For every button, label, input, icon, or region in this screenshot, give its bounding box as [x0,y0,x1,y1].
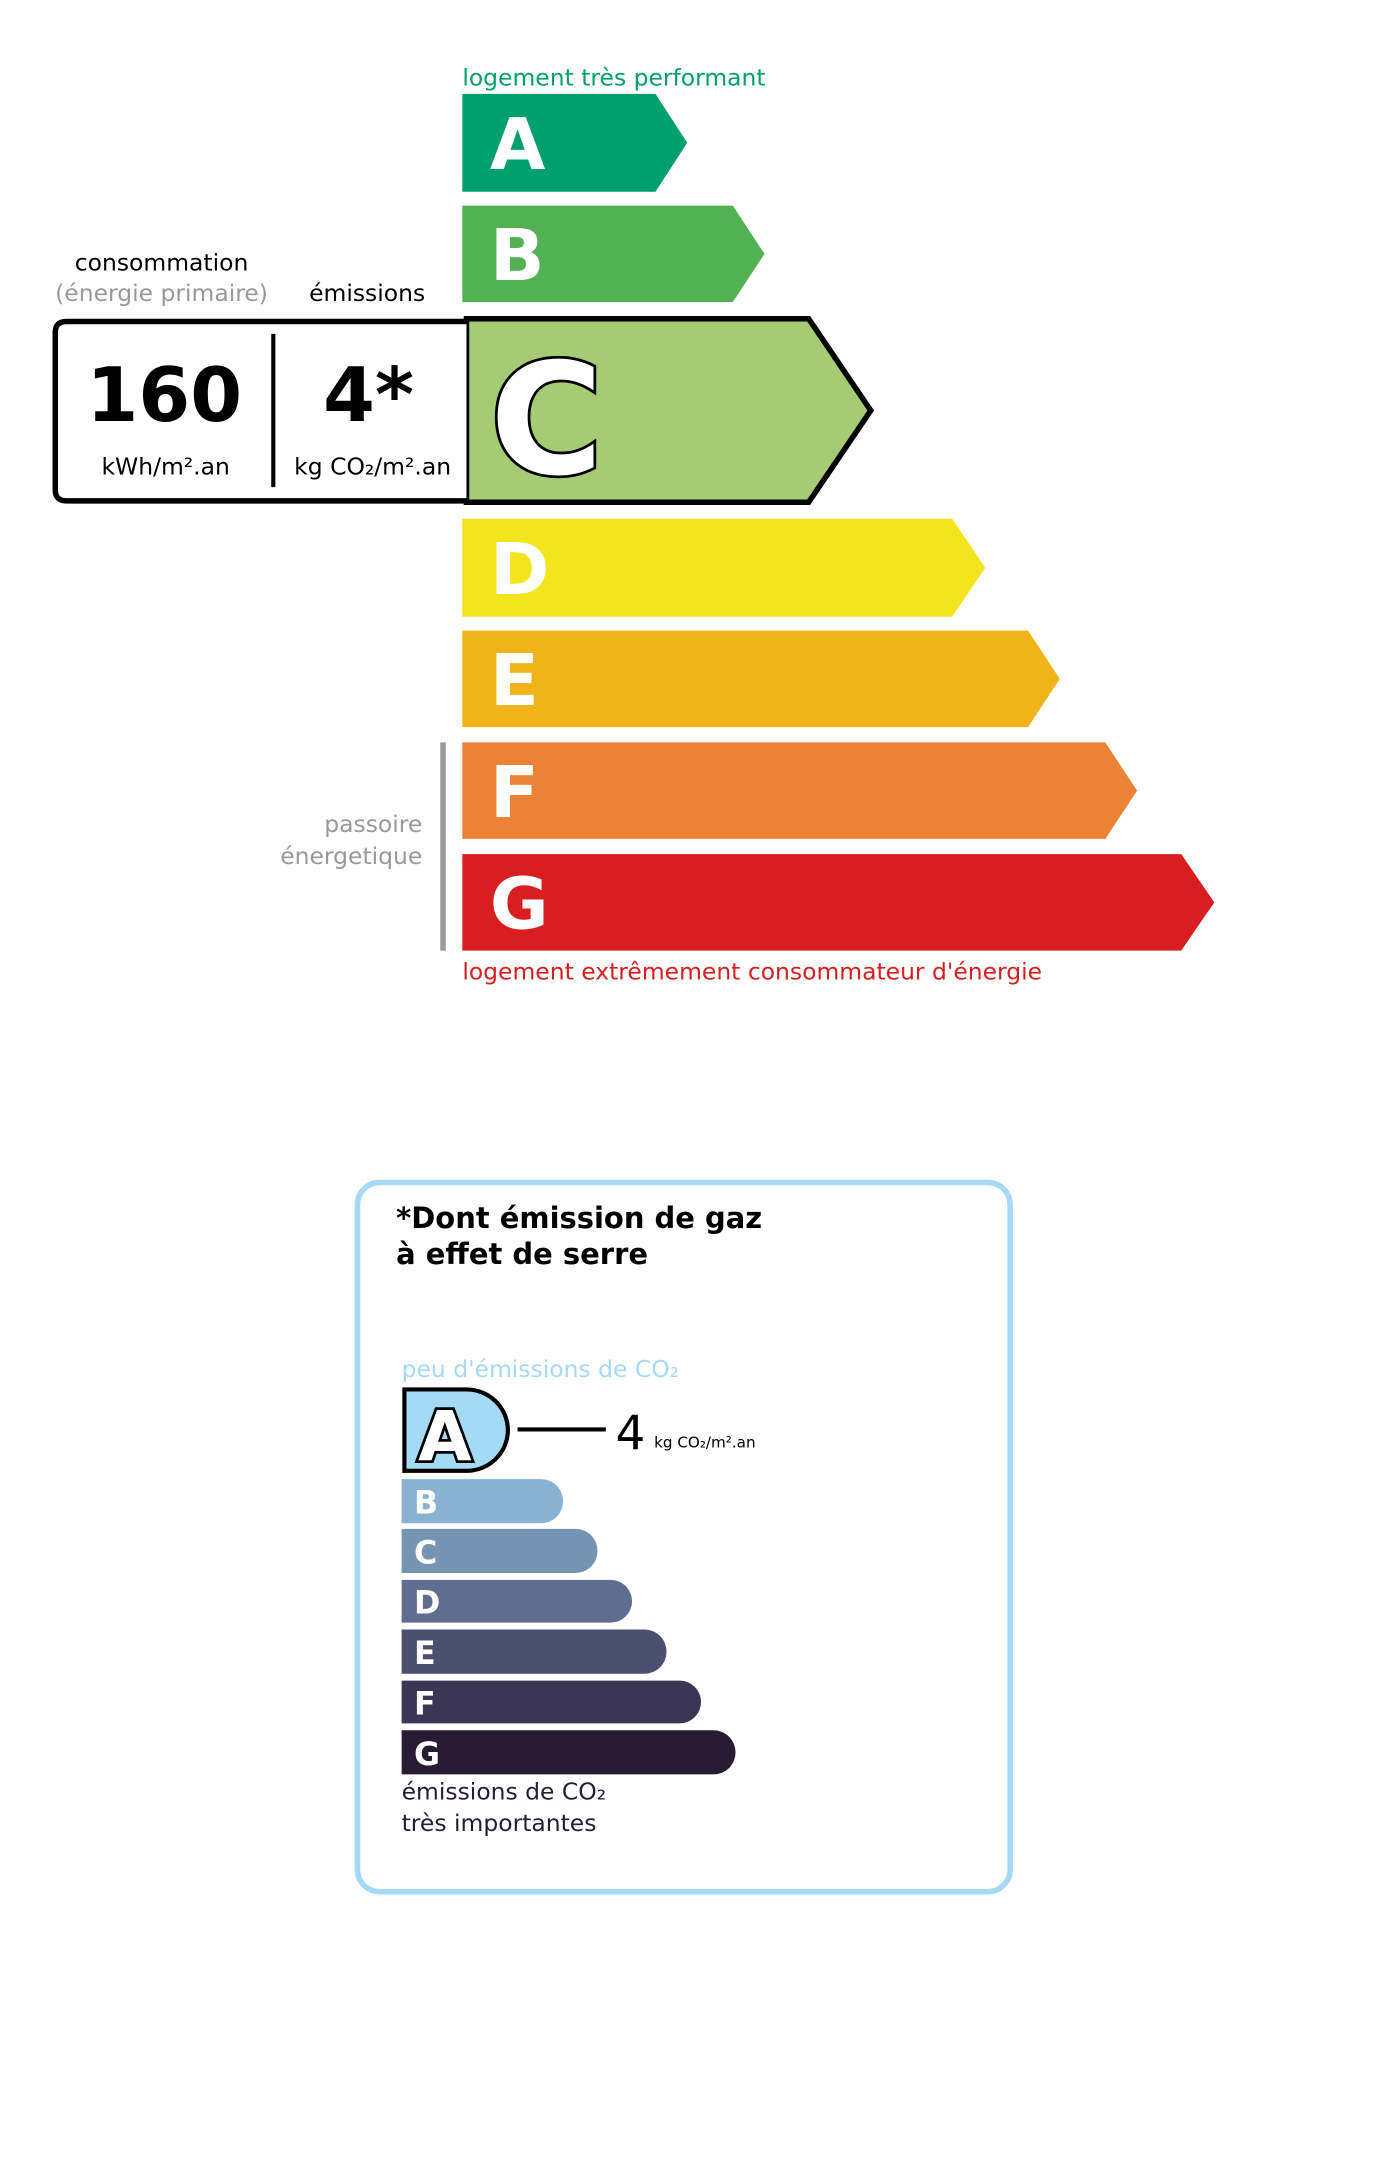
ges-bottom-label-1: émissions de CO₂ [402,1777,607,1805]
energy-class-c-letter: C [490,331,603,510]
ges-title-2: à effet de serre [396,1237,648,1271]
energy-class-f-letter: F [490,750,539,834]
ges-class-a-bar [402,1387,510,1473]
energy-class-f-bar [462,742,1138,839]
energy-class-b-bar [462,205,765,303]
energy-class-d-bar [462,518,986,617]
consumption-unit: kWh/m².an [101,453,229,481]
emissions-value: 4* [323,352,414,439]
energy-class-b-letter: B [490,213,545,297]
ges-value: 4 [615,1406,645,1461]
ges-class-c-bar [401,1528,598,1573]
consumption-sublabel: (énergie primaire) [55,279,268,307]
energy-class-d-letter: D [490,527,550,611]
energy-class-e-bar [462,630,1060,728]
value-box-frame [52,318,467,504]
energy-class-e-letter: E [490,638,539,722]
passoire-label-2: énergetique [280,842,422,870]
ges-class-b-bar [401,1479,564,1524]
bottom-label: logement extrêmement consommateur d'éner… [462,958,1042,986]
consumption-box: consommation (énergie primaire) émission… [52,248,467,504]
energy-class-g-letter: G [490,862,549,946]
passoire-label-1: passoire [324,810,422,838]
energy-class-a-letter: A [490,102,546,186]
consumption-value: 160 [87,352,243,439]
ges-class-d-bar [401,1579,633,1623]
ges-unit: kg CO₂/m².an [654,1433,755,1451]
ges-top-label: peu d'émissions de CO₂ [402,1355,679,1383]
ges-class-f-bar [401,1680,702,1724]
emissions-label: émissions [309,279,425,307]
ges-class-c-letter: C [414,1535,437,1571]
energy-class-g-bar [462,854,1215,951]
ges-title-1: *Dont émission de gaz [396,1201,762,1235]
consumption-label: consommation [75,248,249,276]
ges-bottom-label-2: très importantes [402,1809,597,1837]
ges-class-g-letter: G [414,1737,440,1773]
top-label: logement très performant [462,64,765,92]
energy-class-a-bar [462,93,688,192]
ges-class-e-letter: E [414,1636,436,1672]
ges-class-e-bar [401,1629,667,1674]
ges-class-f-letter: F [414,1686,436,1722]
ges-class-a-letter: A [418,1397,472,1477]
ges-class-g-bar [401,1730,736,1775]
ges-class-b-letter: B [414,1486,438,1522]
emissions-unit: kg CO₂/m².an [294,453,451,481]
ges-class-d-letter: D [414,1586,440,1622]
